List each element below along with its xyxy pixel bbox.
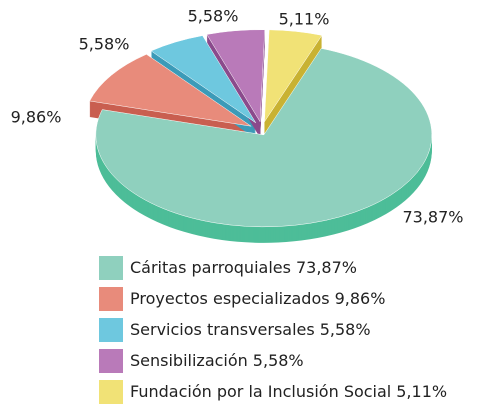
- legend-value: 73,87%: [296, 258, 357, 277]
- legend-value: 9,86%: [335, 289, 386, 308]
- legend-swatch: [99, 380, 123, 404]
- slice: [150, 35, 257, 124]
- legend-name: Proyectos especializados: [130, 289, 330, 308]
- slice: [89, 54, 252, 127]
- value-label: 5,58%: [188, 7, 239, 26]
- value-label: 5,11%: [279, 10, 330, 29]
- slice: [206, 29, 266, 123]
- legend-name: Cáritas parroquiales: [130, 258, 291, 277]
- legend-entry: Servicios transversales 5,58%: [130, 320, 371, 339]
- value-label: 5,58%: [79, 35, 130, 54]
- legend-swatch: [99, 256, 123, 280]
- value-label: 9,86%: [11, 108, 62, 127]
- legend-entry: Cáritas parroquiales 73,87%: [130, 258, 357, 277]
- legend-value: 5,58%: [320, 320, 371, 339]
- legend-value: 5,11%: [396, 382, 447, 401]
- legend-entry: Proyectos especializados 9,86%: [130, 289, 385, 308]
- legend-name: Servicios transversales: [130, 320, 315, 339]
- value-label: 73,87%: [402, 208, 463, 227]
- legend-swatch: [99, 287, 123, 311]
- legend-swatch: [99, 349, 123, 373]
- slice: [95, 48, 433, 228]
- legend-value: 5,58%: [253, 351, 304, 370]
- legend-name: Fundación por la Inclusión Social: [130, 382, 391, 401]
- legend-name: Sensibilización: [130, 351, 248, 370]
- slice: [264, 29, 323, 123]
- legend-swatch: [99, 318, 123, 342]
- legend-entry: Sensibilización 5,58%: [130, 351, 304, 370]
- legend-entry: Fundación por la Inclusión Social 5,11%: [130, 382, 447, 401]
